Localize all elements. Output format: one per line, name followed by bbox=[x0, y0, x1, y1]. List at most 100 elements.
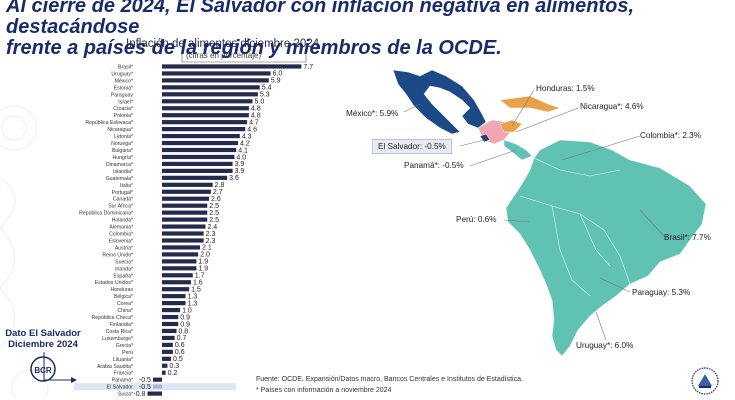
bar bbox=[162, 161, 233, 167]
bar bbox=[162, 113, 249, 118]
category-label: Islandia* bbox=[113, 169, 133, 175]
value-label: 2.3 bbox=[206, 231, 216, 238]
leader-nicaragua bbox=[515, 107, 579, 133]
source-line-1: Fuente: OCDE, Expansión/Datos macro, Ban… bbox=[256, 376, 523, 383]
leader-paraguay bbox=[599, 277, 631, 293]
leader-peru bbox=[503, 219, 531, 223]
value-label: 2.8 bbox=[215, 182, 225, 189]
bar bbox=[162, 266, 197, 271]
category-label: Grecia* bbox=[116, 343, 133, 349]
map-label-mexico: México*: 5.9% bbox=[346, 109, 399, 118]
value-label: 3.9 bbox=[235, 168, 245, 175]
decorative-pattern bbox=[0, 105, 49, 398]
value-label: 2.1 bbox=[202, 245, 212, 252]
bar bbox=[162, 217, 208, 222]
value-label: 1.5 bbox=[191, 287, 201, 294]
value-label: 5.4 bbox=[262, 85, 272, 92]
category-label: Sur África* bbox=[108, 203, 133, 210]
bar bbox=[162, 182, 213, 187]
category-label: Israel* bbox=[118, 99, 133, 105]
category-label: Guatemala* bbox=[106, 176, 133, 182]
bar bbox=[162, 238, 204, 243]
category-label: Finlandia* bbox=[110, 322, 133, 328]
map-label-paraguay: Paraguay: 5.3% bbox=[632, 288, 691, 297]
leader-colombia bbox=[561, 135, 641, 161]
map-label-peru: Perú: 0.6% bbox=[456, 215, 497, 224]
category-label: Irlanda* bbox=[115, 266, 133, 272]
map-label-honduras: Honduras: 1.5% bbox=[536, 84, 595, 93]
bar bbox=[162, 273, 193, 278]
category-label: Austria* bbox=[115, 245, 133, 251]
bar bbox=[162, 252, 199, 257]
map-label-brasil: Brasil*: 7.7% bbox=[664, 233, 711, 242]
el-salvador-region bbox=[479, 133, 491, 143]
category-label: Bélgica* bbox=[114, 294, 133, 300]
source-note: Fuente: OCDE, Expansión/Datos macro, Ban… bbox=[256, 374, 523, 396]
bar bbox=[162, 147, 237, 153]
category-label: Estados Unidos* bbox=[95, 280, 133, 286]
bar bbox=[162, 140, 239, 146]
value-label: 2.6 bbox=[211, 196, 221, 203]
bar bbox=[162, 106, 249, 111]
value-label: 1.9 bbox=[198, 259, 208, 266]
category-label: Colombia* bbox=[109, 232, 133, 238]
value-label: 0.5 bbox=[173, 356, 183, 363]
bcr-logo: BCR bbox=[30, 356, 56, 382]
bar bbox=[162, 133, 240, 139]
value-label: 0.9 bbox=[180, 314, 190, 321]
category-label: Panamá* bbox=[112, 378, 133, 384]
value-label: 2.0 bbox=[200, 252, 210, 259]
category-label: Suiza* bbox=[118, 392, 133, 398]
category-label: Costa Rica* bbox=[106, 329, 133, 335]
value-label: 0.9 bbox=[180, 321, 190, 328]
value-label: 0.6 bbox=[175, 342, 185, 349]
value-label: -0.5 bbox=[139, 377, 151, 384]
leader-el-salvador bbox=[459, 139, 485, 147]
category-label: República Eslovaca* bbox=[85, 120, 133, 126]
map-label-el-salvador: El Salvador: -0.5% bbox=[372, 139, 452, 154]
value-label: 0.6 bbox=[175, 349, 185, 356]
value-label: 4.0 bbox=[236, 154, 246, 161]
leader-uruguay bbox=[595, 311, 607, 341]
category-label: Croacia* bbox=[113, 106, 133, 112]
bar bbox=[152, 377, 162, 382]
category-label: Portugal* bbox=[112, 190, 133, 196]
value-label: 2.3 bbox=[206, 238, 216, 245]
value-label: 1.9 bbox=[198, 266, 208, 273]
category-label: Noruega* bbox=[111, 141, 133, 147]
value-label: 0.3 bbox=[169, 363, 179, 370]
value-label: 2.5 bbox=[209, 217, 219, 224]
bar bbox=[162, 294, 186, 299]
bar bbox=[162, 168, 233, 173]
category-label: Uruguay* bbox=[111, 71, 133, 77]
bar bbox=[162, 301, 186, 306]
value-label: 2.7 bbox=[213, 189, 223, 196]
category-label: Eslovenia* bbox=[108, 238, 133, 244]
value-label: -0.8 bbox=[133, 391, 145, 398]
headline: Al cierre de 2024, El Salvador con infla… bbox=[6, 0, 731, 59]
value-label: 0.2 bbox=[168, 370, 178, 377]
category-label: Lituania* bbox=[113, 357, 133, 363]
dato-el-salvador-callout: Dato El Salvador Diciembre 2024 bbox=[4, 328, 82, 350]
value-label: 4.2 bbox=[240, 140, 250, 147]
category-label: Canadá* bbox=[113, 197, 133, 203]
bar bbox=[162, 280, 191, 285]
bar bbox=[162, 245, 201, 250]
dato-line-2: Diciembre 2024 bbox=[8, 339, 78, 350]
bar-chart: Brasil* 7.7 Uruguay* 6.0 México* 5.9 Estonia* 5… bbox=[74, 52, 313, 398]
value-label: 1.6 bbox=[193, 280, 203, 287]
category-label: México* bbox=[115, 78, 133, 84]
bar bbox=[162, 328, 177, 334]
bar bbox=[162, 154, 235, 160]
category-label: Letonia* bbox=[114, 134, 133, 140]
category-label: Corea* bbox=[117, 301, 133, 307]
bar bbox=[162, 287, 190, 292]
value-label: 0.7 bbox=[177, 335, 187, 342]
value-label: 3.9 bbox=[235, 161, 245, 168]
map-label-colombia: Colombia*: 2.3% bbox=[640, 131, 701, 140]
category-label: El Salvador bbox=[106, 385, 133, 391]
bar bbox=[147, 391, 162, 396]
bar bbox=[162, 99, 253, 104]
value-label: 1.0 bbox=[182, 307, 192, 314]
category-label: Estonia* bbox=[114, 85, 133, 91]
